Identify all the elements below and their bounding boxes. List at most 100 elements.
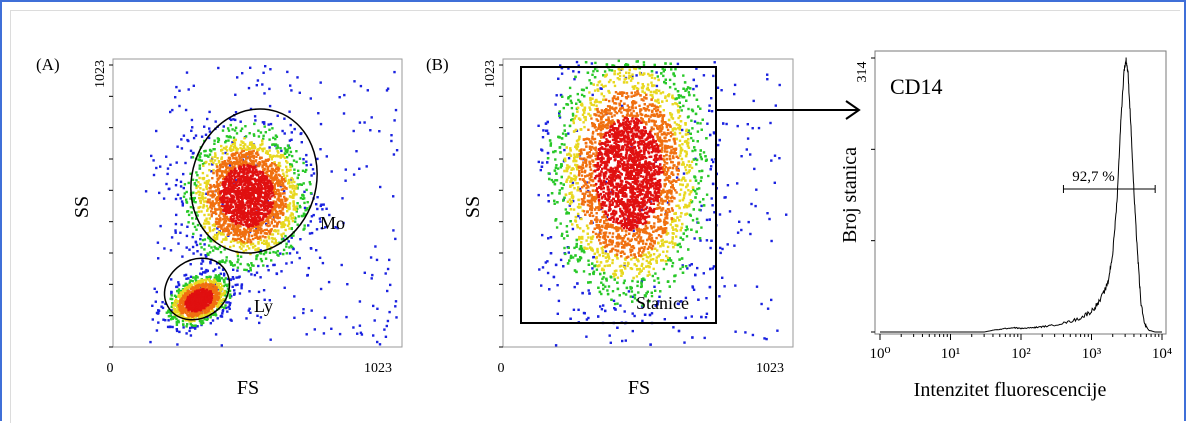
scatter-point xyxy=(219,280,221,282)
scatter-point xyxy=(706,123,708,125)
scatter-point xyxy=(683,341,685,343)
scatter-point xyxy=(190,276,192,278)
scatter-point xyxy=(310,164,312,166)
scatter-point xyxy=(236,181,238,183)
scatter-point xyxy=(767,308,769,310)
scatter-point xyxy=(183,196,185,198)
scatter-point xyxy=(200,152,202,154)
scatter-point xyxy=(682,105,684,107)
scatter-point xyxy=(187,287,189,289)
scatter-point xyxy=(210,246,212,248)
scatter-point xyxy=(296,202,298,204)
scatter-point xyxy=(224,160,226,162)
scatter-point xyxy=(192,236,194,238)
scatter-point xyxy=(271,240,273,242)
scatter-point xyxy=(255,258,257,260)
scatter-point xyxy=(602,304,604,306)
scatter-point xyxy=(187,210,189,212)
scatter-point xyxy=(371,116,373,118)
scatter-point xyxy=(261,140,263,142)
scatter-point xyxy=(682,272,684,274)
scatter-point xyxy=(211,156,213,158)
scatter-point xyxy=(272,137,274,139)
scatter-point xyxy=(171,294,173,296)
scatter-point xyxy=(341,197,343,199)
scatter-point xyxy=(687,116,689,118)
scatter-point xyxy=(358,168,360,170)
scatter-point xyxy=(258,291,260,293)
scatter-point xyxy=(320,81,322,83)
scatter-point xyxy=(588,292,590,294)
scatter-point xyxy=(547,157,549,159)
scatter-point xyxy=(563,247,565,249)
scatter-point xyxy=(390,134,392,136)
scatter-point xyxy=(643,61,645,63)
scatter-point xyxy=(556,226,558,228)
scatter-point xyxy=(713,265,715,267)
scatter-point xyxy=(582,89,584,91)
scatter-point xyxy=(549,139,551,141)
scatter-point xyxy=(750,203,752,205)
scatter-point xyxy=(612,290,614,292)
scatter-point xyxy=(700,149,702,151)
scatter-point xyxy=(289,166,291,168)
scatter-point xyxy=(209,261,211,263)
scatter-point xyxy=(208,169,210,171)
scatter-point xyxy=(215,120,217,122)
scatter-point xyxy=(260,131,262,133)
scatter-point xyxy=(540,169,542,171)
scatter-point xyxy=(212,270,214,272)
scatter-point xyxy=(561,176,563,178)
scatter-point xyxy=(262,264,264,266)
scatter-point xyxy=(261,242,263,244)
scatter-point xyxy=(395,109,397,111)
scatter-point xyxy=(538,268,540,270)
scatter-point xyxy=(265,152,267,154)
scatter-point xyxy=(175,214,177,216)
scatter-point xyxy=(323,332,325,334)
scatter-point xyxy=(232,269,234,271)
scatter-point xyxy=(195,171,197,173)
scatter-point xyxy=(194,197,196,199)
scatter-point xyxy=(302,162,304,164)
scatter-point xyxy=(641,285,643,287)
scatter-point xyxy=(266,265,268,267)
scatter-point xyxy=(206,318,208,320)
scatter-point xyxy=(207,221,209,223)
scatter-point xyxy=(567,132,569,134)
scatter-point xyxy=(344,180,346,182)
scatter-point xyxy=(310,174,312,176)
scatter-point xyxy=(353,130,355,132)
scatter-point xyxy=(212,249,214,251)
scatter-point xyxy=(541,149,543,151)
scatter-point xyxy=(215,213,217,215)
scatter-point xyxy=(256,236,258,238)
scatter-point xyxy=(182,323,184,325)
scatter-point xyxy=(303,213,305,215)
scatter-point xyxy=(538,161,540,163)
scatter-point xyxy=(257,165,259,167)
scatter-point xyxy=(290,89,292,91)
scatter-point xyxy=(765,338,767,340)
scatter-point xyxy=(602,276,604,278)
scatter-point xyxy=(690,120,692,122)
scatter-point xyxy=(183,274,185,276)
scatter-point xyxy=(708,110,710,112)
scatter-point xyxy=(298,174,300,176)
scatter-point xyxy=(636,60,638,62)
scatter-point xyxy=(225,163,227,165)
scatter-point xyxy=(186,323,188,325)
scatter-point xyxy=(304,224,306,226)
scatter-point xyxy=(718,295,720,297)
scatter-point xyxy=(693,237,695,239)
scatter-point xyxy=(295,161,297,163)
scatter-point xyxy=(706,239,708,241)
scatter-point xyxy=(273,206,275,208)
scatter-point xyxy=(213,228,215,230)
scatter-point xyxy=(633,315,635,317)
scatter-point xyxy=(260,258,262,260)
scatter-point xyxy=(222,309,224,311)
scatter-point xyxy=(703,272,705,274)
scatter-point xyxy=(230,232,232,234)
scatter-point xyxy=(209,230,211,232)
